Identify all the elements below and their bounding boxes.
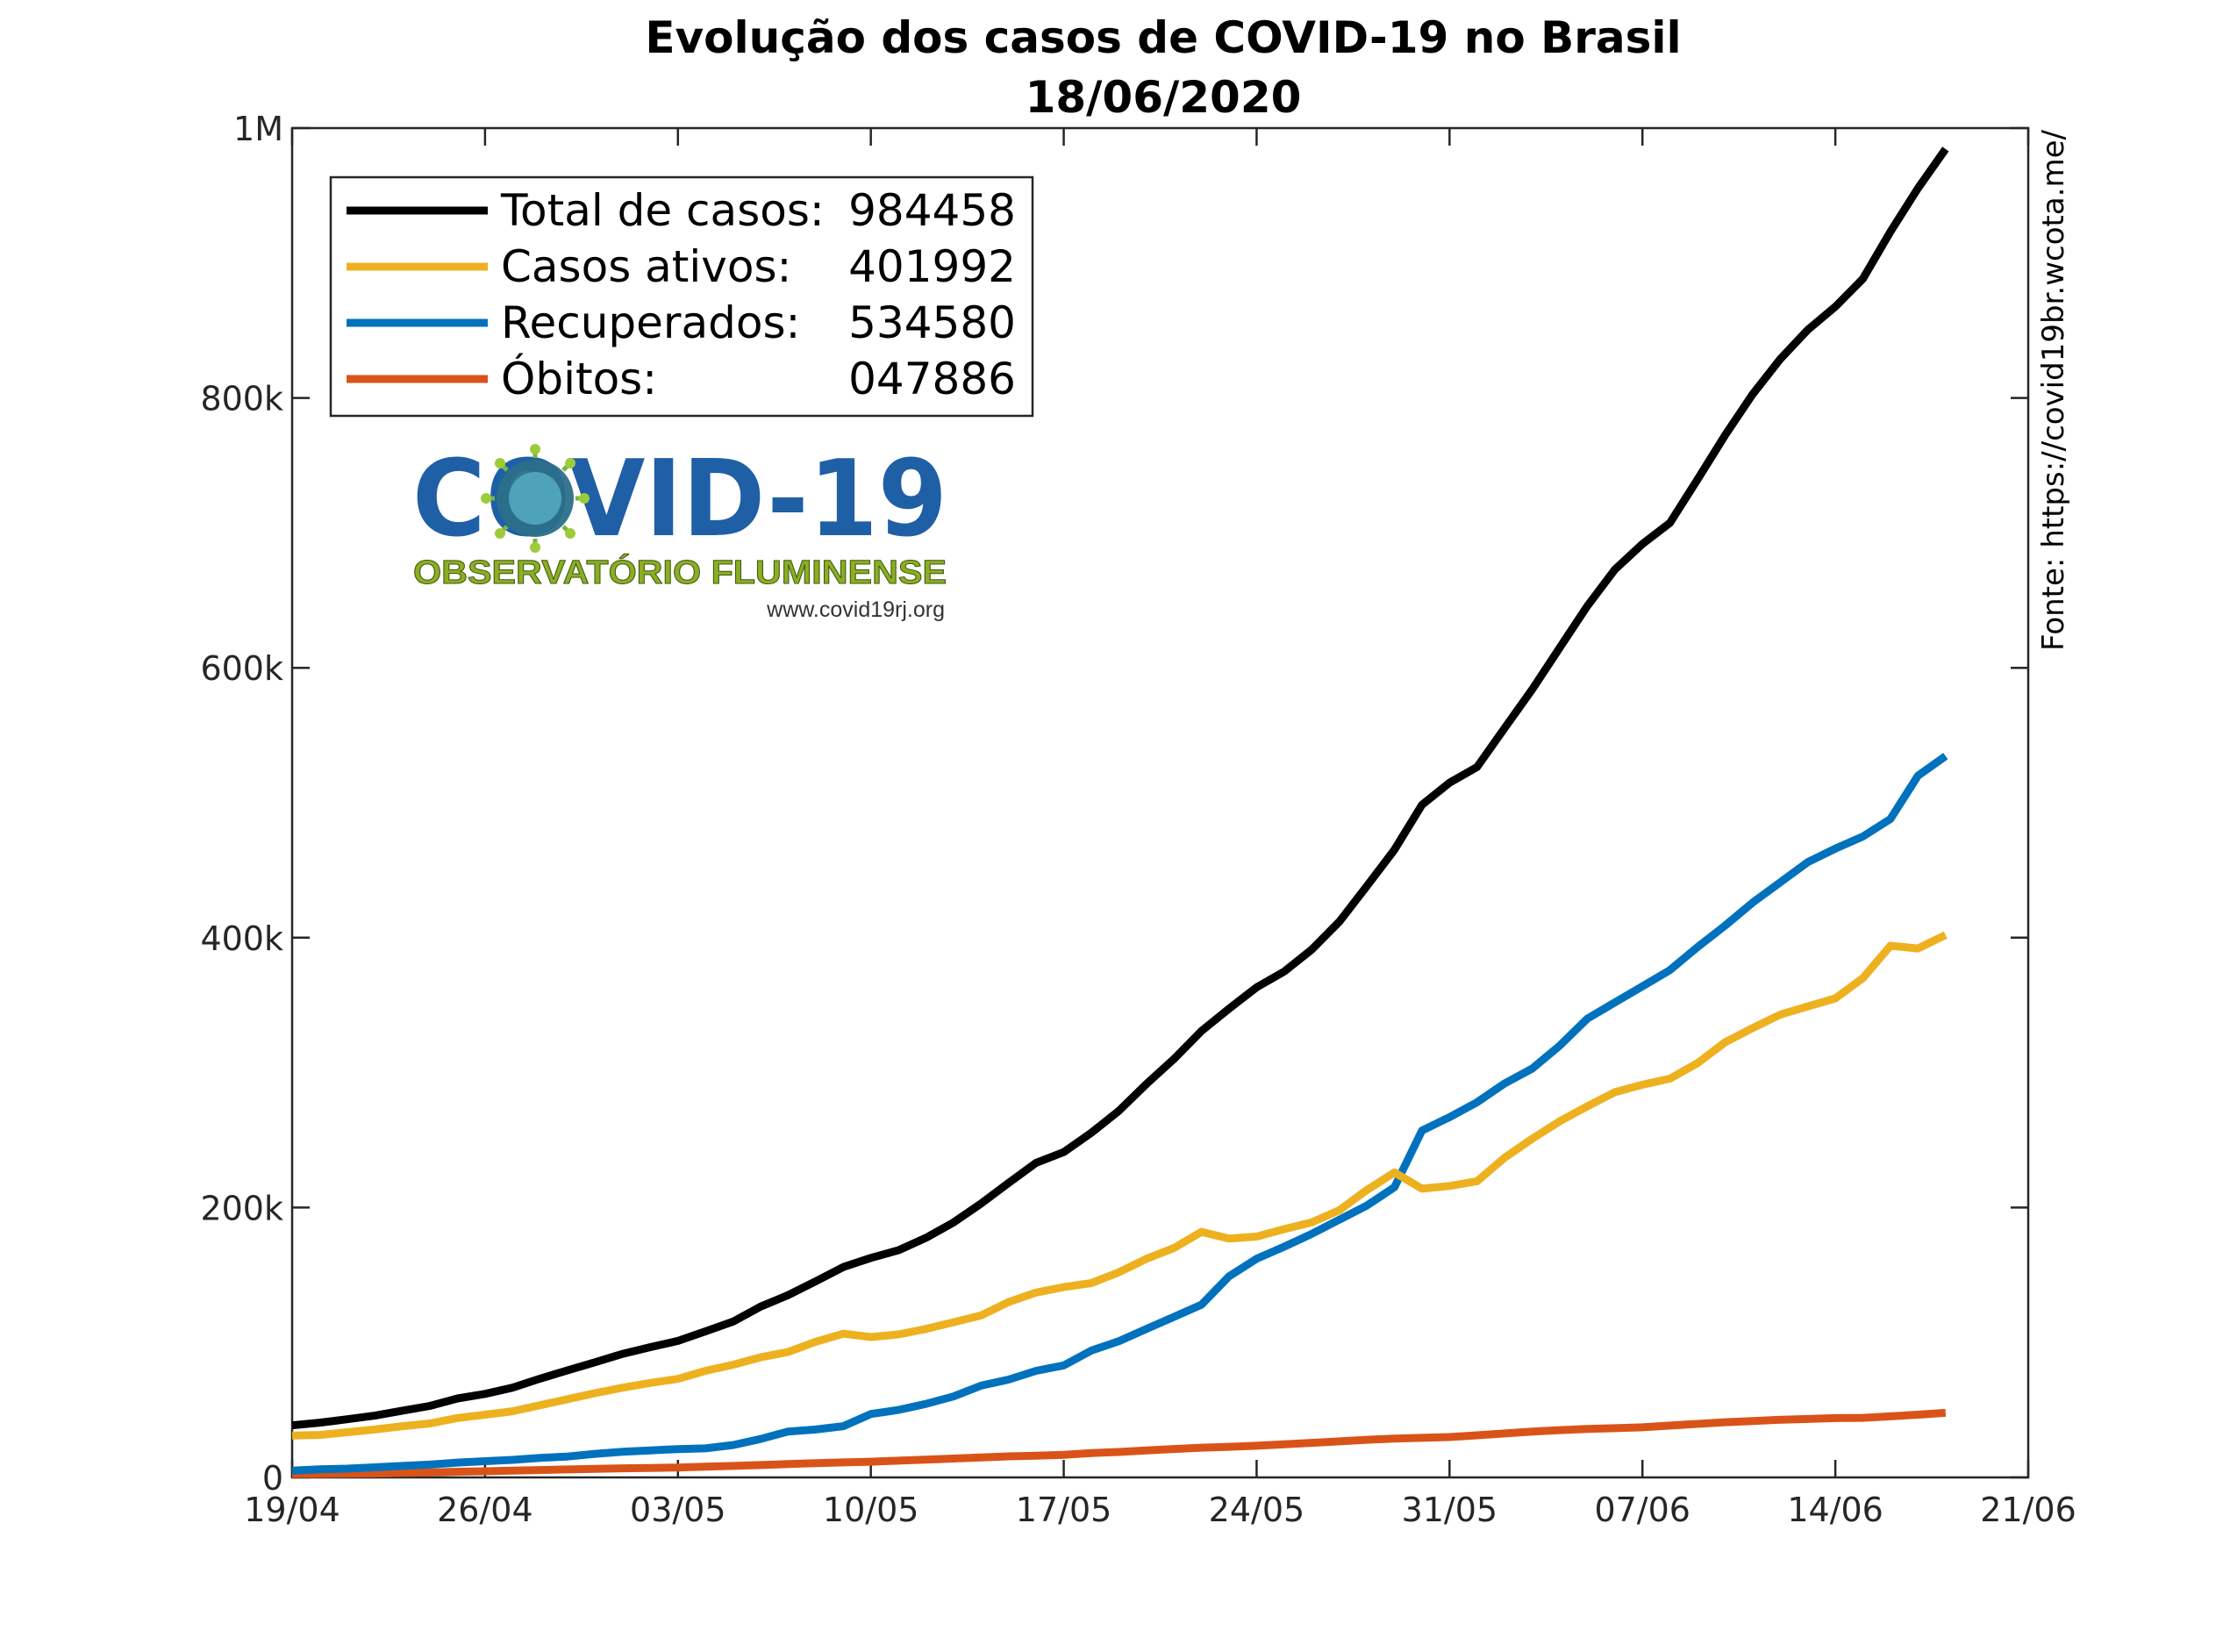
y-tick-label: 800k [200, 380, 283, 418]
x-tick-labels: 19/04 26/04 03/05 10/05 17/05 24/05 31/05 07/06… [244, 1491, 2076, 1529]
x-tick-label: 03/05 [630, 1491, 726, 1529]
y-tick-label: 1M [233, 110, 283, 148]
virus-icon [481, 444, 590, 553]
x-tick-label: 17/05 [1016, 1491, 1112, 1529]
logo-url: www.covid19rj.org [766, 597, 945, 622]
x-tick-label: 19/04 [244, 1491, 340, 1529]
x-tick-label: 21/06 [1980, 1491, 2076, 1529]
x-tick-label: 14/06 [1787, 1491, 1883, 1529]
y-tick-label: 400k [200, 919, 283, 958]
legend-value-total: 984458 [848, 185, 1016, 236]
logo-subtitle: OBSERVATÓRIO FLUMINENSE [413, 553, 947, 591]
x-tick-label: 24/05 [1209, 1491, 1305, 1529]
legend-value-recuperados: 534580 [848, 297, 1016, 348]
chart-title: Evolução dos casos de COVID-19 no Brasil [645, 12, 1681, 63]
x-tick-label: 31/05 [1402, 1491, 1498, 1529]
series-lines [291, 147, 1949, 1478]
series-line-total [291, 147, 1949, 1430]
x-tick-label: 10/05 [823, 1491, 919, 1529]
y-tick-labels: 0 200k 400k 600k 800k 1M [200, 110, 283, 1498]
legend: Total de casos: 984458 Casos ativos: 401… [329, 175, 1034, 418]
legend-value-obitos: 047886 [848, 354, 1016, 404]
axes-box [290, 126, 2030, 1479]
legend-value-ativos: 401992 [848, 241, 1016, 292]
y-tick-label: 600k [200, 649, 283, 688]
legend-label-total: Total de casos: [500, 185, 825, 236]
chart-subtitle-date: 18/06/2020 [1026, 72, 1302, 123]
legend-label-obitos: Óbitos: [501, 353, 657, 404]
covid19-logo: COVID-19 OBSERVATÓRIO FLUMINENSE [412, 439, 947, 622]
y-tick-label: 0 [262, 1459, 283, 1498]
x-tick-label: 07/06 [1594, 1491, 1690, 1529]
series-line-recuperados [291, 753, 1948, 1475]
series-line-obitos [291, 1408, 1947, 1478]
legend-label-ativos: Casos ativos: [501, 241, 791, 292]
series-line-ativos [291, 931, 1948, 1440]
source-label: Fonte: https://covid19br.wcota.me/ [2036, 129, 2071, 651]
y-tick-label: 200k [200, 1189, 283, 1227]
legend-label-recuperados: Recuperados: [501, 297, 800, 348]
x-tick-label: 26/04 [437, 1491, 533, 1529]
